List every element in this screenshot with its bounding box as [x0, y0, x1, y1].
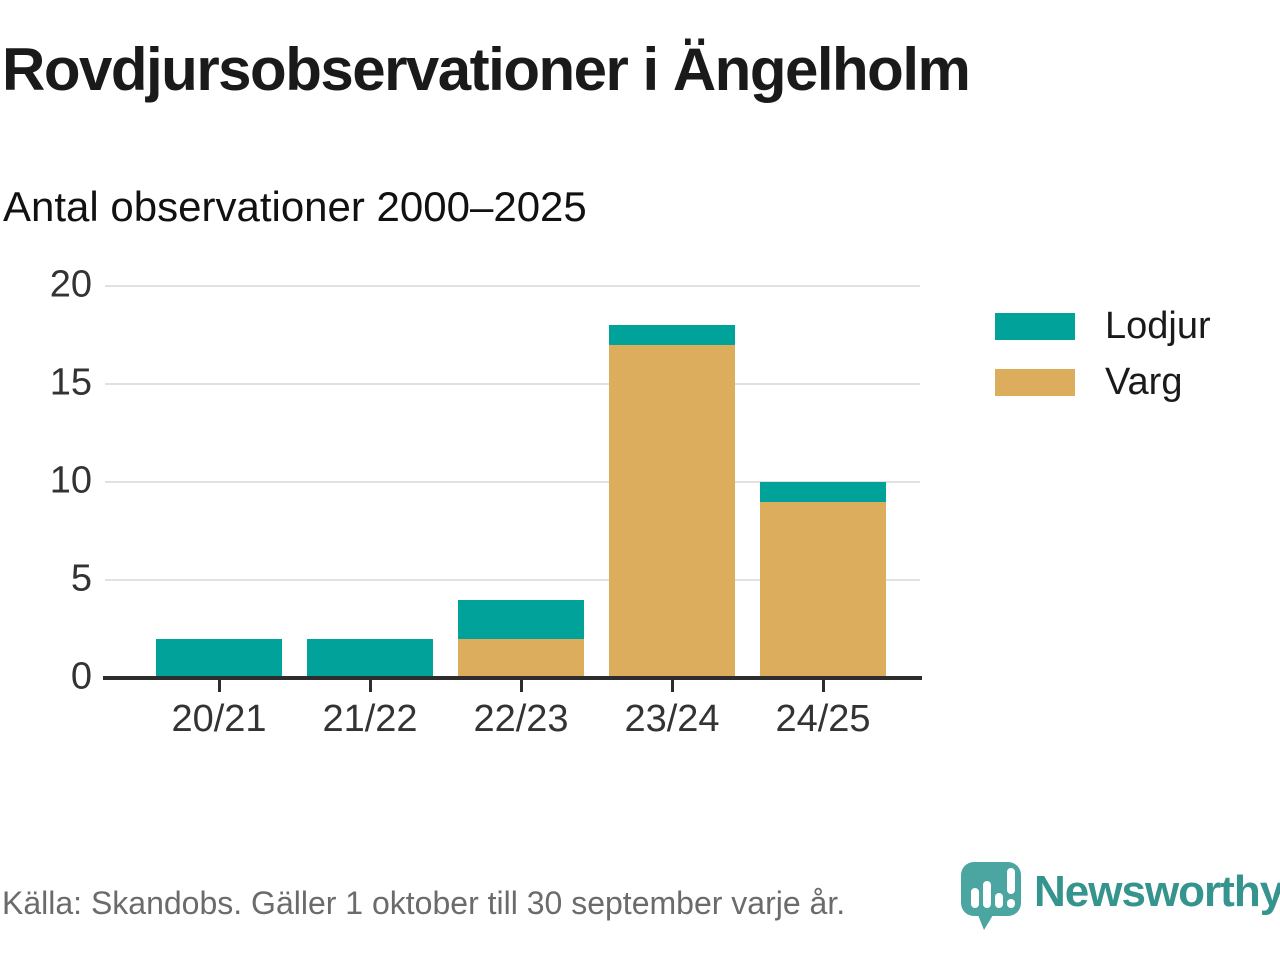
bar-segment-varg: [458, 638, 584, 678]
x-axis-label: 22/23: [473, 698, 569, 740]
x-axis-tick: [671, 680, 674, 692]
bar-group-22-23: [458, 599, 584, 678]
bar-group-24-25: [760, 482, 886, 678]
y-axis-label: 5: [70, 557, 92, 600]
chart-legend: Lodjur Varg: [995, 305, 1211, 425]
source-note: Källa: Skandobs. Gäller 1 oktober till 3…: [2, 885, 846, 921]
y-axis-label: 20: [49, 263, 92, 306]
newsworthy-logo: Newsworthy: [960, 860, 1280, 934]
legend-item-lodjur: Lodjur: [995, 305, 1211, 347]
bar-segment-lodjur: [458, 599, 584, 639]
bar-group-21-22: [307, 638, 433, 678]
y-axis-label: 10: [49, 459, 92, 502]
x-axis-line: [103, 676, 922, 680]
legend-item-varg: Varg: [995, 361, 1211, 403]
x-axis-label: 24/25: [775, 698, 871, 740]
legend-swatch-lodjur: [995, 313, 1075, 340]
gridline-y-15: [105, 383, 920, 385]
x-axis-label: 20/21: [171, 698, 267, 740]
bar-group-23-24: [609, 325, 735, 678]
x-axis-label: 23/24: [624, 698, 720, 740]
legend-label: Lodjur: [1105, 305, 1211, 347]
legend-swatch-varg: [995, 369, 1075, 396]
bar-segment-lodjur: [609, 325, 735, 345]
x-axis-tick: [822, 680, 825, 692]
chart-subtitle: Antal observationer 2000–2025: [3, 183, 587, 230]
bar-group-20-21: [156, 638, 282, 678]
newsworthy-wordmark: Newsworthy: [1034, 867, 1280, 916]
legend-label: Varg: [1105, 361, 1183, 403]
gridline-y-20: [105, 285, 920, 287]
bar-segment-varg: [760, 501, 886, 678]
newsworthy-bubble-icon: [961, 862, 1021, 930]
chart-title: Rovdjursobservationer i Ängelholm: [2, 36, 971, 103]
x-axis-label: 21/22: [322, 698, 418, 740]
x-axis-tick: [520, 680, 523, 692]
x-axis-tick: [369, 680, 372, 692]
gridline-y-10: [105, 481, 920, 483]
bar-segment-lodjur: [156, 638, 282, 678]
y-axis-label: 0: [70, 655, 92, 698]
x-axis-tick: [218, 680, 221, 692]
bar-segment-lodjur: [307, 638, 433, 678]
gridline-y-5: [105, 579, 920, 581]
bar-segment-varg: [609, 344, 735, 678]
bar-segment-lodjur: [760, 482, 886, 502]
y-axis-label: 15: [49, 361, 92, 404]
